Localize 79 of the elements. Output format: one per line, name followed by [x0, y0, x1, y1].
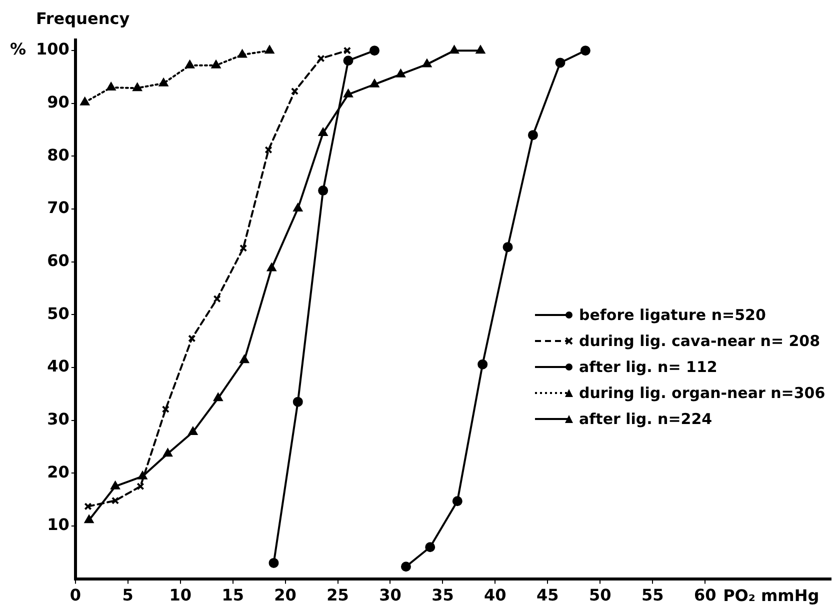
x-tick-label: 35 — [432, 586, 454, 605]
y-tick-label: 40 — [47, 356, 70, 376]
point — [138, 471, 148, 480]
point — [318, 128, 328, 136]
point — [212, 60, 220, 68]
point — [188, 426, 198, 435]
y-tick-label: 80 — [47, 145, 70, 164]
point — [580, 46, 590, 56]
point — [318, 186, 328, 196]
x-tick-label: 50 — [588, 586, 612, 605]
point — [240, 355, 249, 364]
x-tick-label: 10 — [169, 586, 192, 605]
point — [239, 244, 248, 252]
point — [452, 496, 462, 506]
point — [400, 562, 411, 572]
legend-label: after lig. n= 112 — [579, 358, 718, 376]
point — [136, 482, 144, 490]
x-tick-label: 15 — [222, 586, 244, 605]
legend-label: before ligature n=520 — [579, 306, 766, 324]
point — [290, 87, 299, 96]
point — [343, 46, 352, 54]
y-tick-label: 50 — [47, 304, 70, 323]
point — [159, 78, 168, 86]
point — [528, 130, 538, 140]
x-tick-label: 55 — [641, 586, 664, 605]
point — [396, 69, 406, 78]
x-tick-label: 20 — [274, 586, 296, 605]
y-tick-label: 90 — [47, 92, 70, 112]
x-tick-label: 25 — [326, 586, 349, 605]
point — [84, 502, 92, 510]
point — [478, 359, 488, 370]
point — [132, 83, 142, 92]
point — [162, 405, 170, 414]
point — [268, 558, 279, 568]
point — [267, 263, 276, 272]
legend-label: after lig. n=224 — [579, 410, 712, 428]
legend-label: during lig. cava-near n= 208 — [579, 332, 820, 350]
point — [370, 79, 379, 88]
point — [111, 496, 120, 504]
point — [188, 334, 196, 342]
x-tick-label: 60 — [694, 586, 716, 605]
point — [238, 50, 247, 58]
x-tick-label: 45 — [536, 586, 559, 605]
point — [80, 97, 90, 106]
point — [476, 46, 485, 54]
point — [343, 56, 354, 66]
point — [344, 89, 353, 98]
x-axis-title: PO₂ mmHg — [723, 586, 820, 605]
point — [369, 46, 380, 56]
point — [293, 204, 302, 212]
y-axis-title: Frequency — [36, 9, 130, 28]
y-tick-label: 100 — [36, 40, 70, 59]
y-tick-label: 70 — [47, 198, 70, 218]
x-tick-label: 0 — [70, 586, 81, 605]
point — [502, 242, 513, 252]
point — [265, 46, 274, 54]
point — [317, 54, 325, 62]
point — [450, 46, 459, 54]
point — [292, 396, 303, 407]
point — [214, 393, 223, 402]
point — [106, 82, 116, 91]
point — [555, 58, 566, 68]
x-tick-label: 40 — [484, 586, 506, 605]
y-tick-label: 30 — [47, 409, 70, 428]
y-tick-label: 20 — [47, 462, 70, 482]
point — [163, 448, 172, 457]
point — [84, 515, 94, 524]
point — [422, 59, 432, 68]
point — [264, 146, 272, 154]
point — [425, 542, 436, 552]
y-tick-label: 10 — [47, 515, 70, 534]
text: % — [10, 40, 26, 59]
x-tick-label: 5 — [122, 586, 134, 605]
legend-label: during lig. organ-near n=306 — [579, 384, 826, 402]
x-tick-label: 30 — [379, 586, 402, 605]
y-tick-label: 60 — [47, 251, 70, 270]
point — [213, 295, 221, 303]
point — [110, 481, 120, 490]
point — [185, 60, 194, 68]
